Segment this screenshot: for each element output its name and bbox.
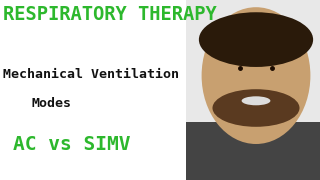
Ellipse shape xyxy=(199,12,313,67)
Text: AC vs SIMV: AC vs SIMV xyxy=(13,135,130,154)
Text: Mechanical Ventilation: Mechanical Ventilation xyxy=(3,68,179,81)
Ellipse shape xyxy=(198,121,314,175)
FancyBboxPatch shape xyxy=(186,122,320,180)
Text: RESPIRATORY THERAPY: RESPIRATORY THERAPY xyxy=(3,5,217,24)
Text: Modes: Modes xyxy=(32,97,72,110)
Ellipse shape xyxy=(212,89,300,127)
Ellipse shape xyxy=(202,7,310,144)
FancyBboxPatch shape xyxy=(186,0,320,180)
Ellipse shape xyxy=(242,96,270,105)
FancyBboxPatch shape xyxy=(237,110,275,135)
